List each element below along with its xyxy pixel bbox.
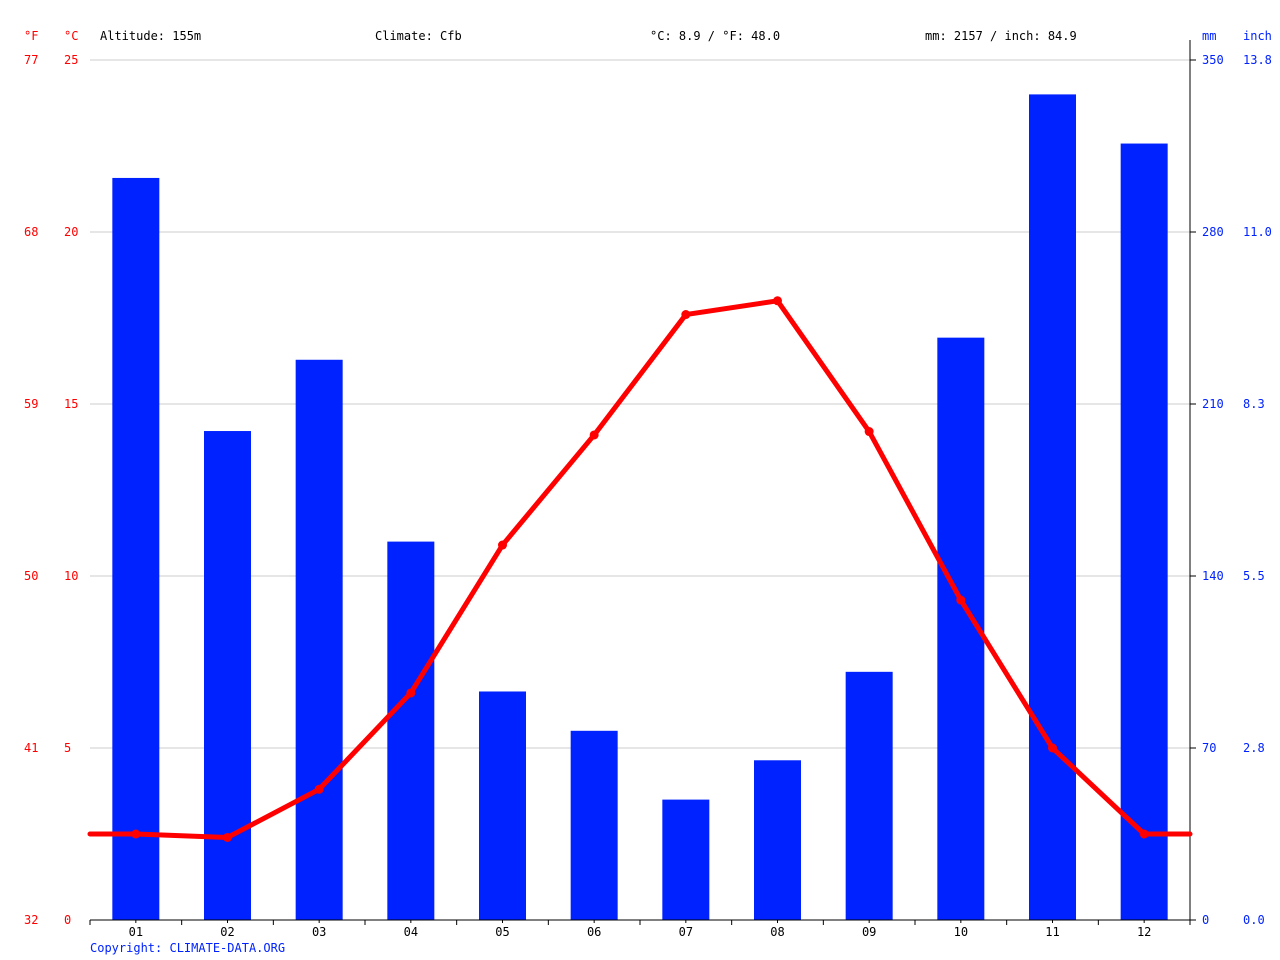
x-tick-label: 02 [220, 925, 234, 939]
mm-unit-label: mm [1202, 29, 1216, 43]
temperature-point [1139, 829, 1149, 839]
temperature-polyline [87, 298, 1193, 840]
precipitation-bar [204, 431, 251, 920]
y-tick-mm: 210 [1202, 397, 1224, 411]
temperature-point [956, 595, 966, 605]
precipitation-summary: mm: 2157 / inch: 84.9 [925, 29, 1077, 43]
y-tick-inch: 13.8 [1243, 53, 1272, 67]
tick-labels: 32 0 0 0.0 41 5 70 2.8 50 10 140 5.5 59 15 210 8.3 68 20 2… [24, 53, 1272, 939]
copyright-text[interactable]: Copyright: CLIMATE-DATA.ORG [90, 941, 285, 955]
y-tick-fahrenheit: 41 [24, 741, 38, 755]
y-tick-mm: 280 [1202, 225, 1224, 239]
celsius-unit-label: °C [64, 29, 78, 43]
precipitation-bar [570, 730, 618, 920]
y-tick-fahrenheit: 77 [24, 53, 38, 67]
y-tick-mm: 350 [1202, 53, 1224, 67]
temperature-point [773, 296, 782, 306]
precipitation-bar [112, 177, 160, 920]
altitude-label: Altitude: 155m [100, 29, 201, 43]
y-tick-mm: 140 [1202, 569, 1224, 583]
y-tick-fahrenheit: 50 [24, 569, 38, 583]
y-tick-inch: 8.3 [1243, 397, 1265, 411]
y-tick-celsius: 25 [64, 53, 78, 67]
fahrenheit-unit-label: °F [24, 29, 38, 43]
y-tick-inch: 2.8 [1243, 741, 1265, 755]
climate-label: Climate: Cfb [375, 29, 462, 43]
gridlines [90, 59, 1190, 749]
y-tick-fahrenheit: 68 [24, 225, 38, 239]
precipitation-bar [662, 799, 710, 920]
y-tick-mm: 70 [1202, 741, 1216, 755]
temperature-point [1048, 743, 1057, 753]
precipitation-bar [1120, 143, 1168, 921]
temperature-point [498, 540, 507, 550]
y-tick-celsius: 0 [64, 913, 71, 927]
temperature-point [314, 784, 324, 794]
temperature-point [681, 310, 691, 320]
y-tick-celsius: 20 [64, 225, 78, 239]
x-tick-label: 08 [770, 925, 784, 939]
axes [89, 40, 1196, 925]
x-tick-label: 03 [312, 925, 326, 939]
x-tick-label: 12 [1137, 925, 1151, 939]
y-tick-celsius: 5 [64, 741, 71, 755]
y-tick-mm: 0 [1202, 913, 1209, 927]
x-tick-label: 07 [679, 925, 693, 939]
x-tick-label: 05 [495, 925, 509, 939]
precipitation-bar [754, 760, 801, 920]
temperature-point [223, 832, 232, 842]
temperature-point [406, 688, 416, 698]
precipitation-bar [1029, 94, 1076, 920]
temperature-summary: °C: 8.9 / °F: 48.0 [650, 29, 780, 43]
y-tick-inch: 11.0 [1243, 225, 1272, 239]
y-tick-celsius: 15 [64, 397, 78, 411]
inch-unit-label: inch [1243, 29, 1272, 43]
temperature-point [131, 829, 141, 839]
x-tick-label: 11 [1045, 925, 1059, 939]
temperature-point [589, 430, 599, 440]
precipitation-bar [479, 691, 526, 920]
x-tick-label: 10 [954, 925, 968, 939]
temperature-line [87, 296, 1193, 842]
y-tick-celsius: 10 [64, 569, 78, 583]
x-tick-label: 01 [129, 925, 143, 939]
precipitation-bar [387, 541, 435, 920]
x-tick-label: 04 [404, 925, 418, 939]
precipitation-bars [112, 94, 1168, 921]
temperature-point [864, 427, 874, 437]
x-tick-label: 06 [587, 925, 601, 939]
y-tick-fahrenheit: 32 [24, 913, 38, 927]
precipitation-bar [845, 671, 893, 920]
y-tick-inch: 0.0 [1243, 913, 1265, 927]
y-tick-fahrenheit: 59 [24, 397, 38, 411]
precipitation-bar [295, 359, 343, 920]
x-tick-label: 09 [862, 925, 876, 939]
y-tick-inch: 5.5 [1243, 569, 1265, 583]
